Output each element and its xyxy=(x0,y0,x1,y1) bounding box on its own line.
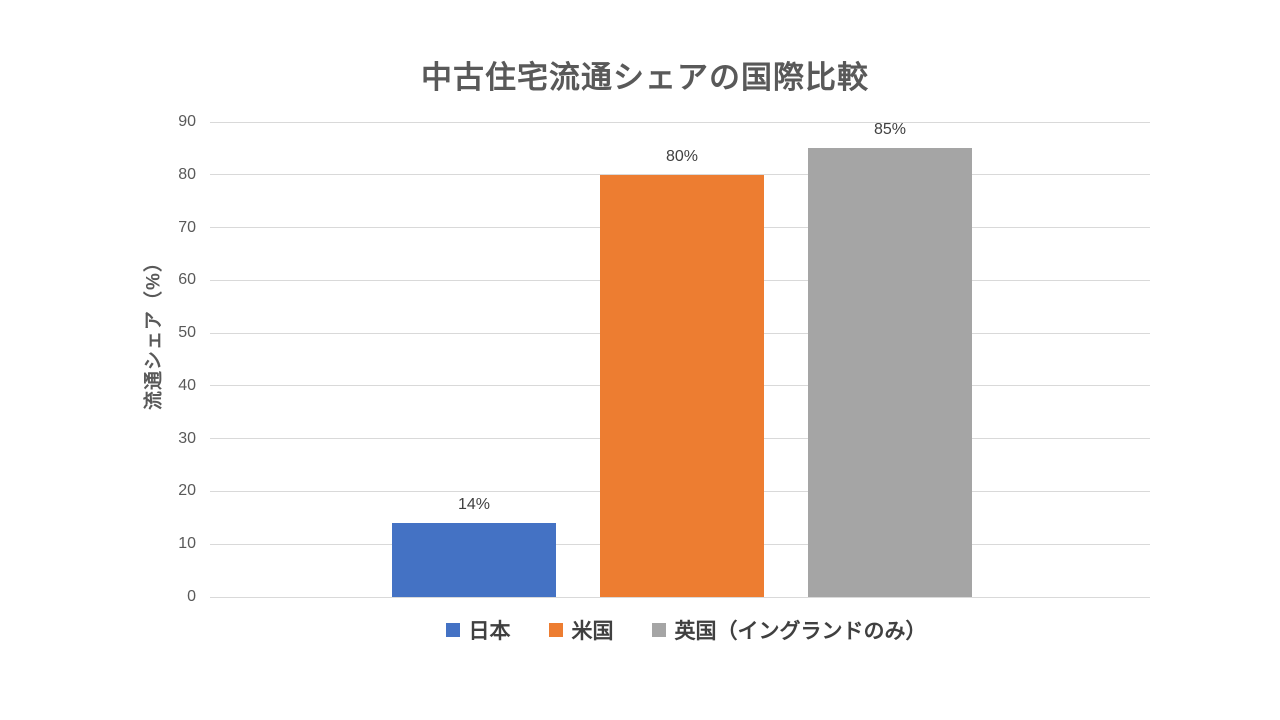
legend-item-uk-england-only: 英国（イングランドのみ） xyxy=(651,615,927,645)
chart-title: 中古住宅流通シェアの国際比較 xyxy=(421,60,869,95)
legend: 日本 米国 英国（イングランドのみ） xyxy=(210,615,1162,645)
legend-swatch-uk-england-only xyxy=(651,623,666,637)
bar-usa xyxy=(600,174,764,597)
y-tick-label-30: 30 xyxy=(178,429,196,447)
gridline-0 xyxy=(210,596,1150,598)
y-tick-label-60: 60 xyxy=(178,271,196,289)
legend-label-usa: 米国 xyxy=(571,620,614,643)
legend-swatch-usa xyxy=(548,623,563,637)
bar-japan xyxy=(392,523,556,597)
data-label-uk-england-only: 85% xyxy=(873,121,907,139)
y-tick-label-80: 80 xyxy=(178,165,196,183)
y-tick-label-0: 0 xyxy=(187,588,196,605)
y-tick-label-40: 40 xyxy=(178,376,196,394)
y-tick-label-70: 70 xyxy=(178,218,196,236)
y-tick-label-20: 20 xyxy=(178,482,196,500)
gridline-90 xyxy=(210,121,1150,123)
legend-label-japan: 日本 xyxy=(468,620,511,643)
data-label-japan: 14% xyxy=(457,496,491,514)
legend-item-usa: 米国 xyxy=(548,615,614,645)
data-label-usa: 80% xyxy=(665,147,699,165)
bar-uk-england-only xyxy=(808,148,972,597)
y-tick-label-10: 10 xyxy=(178,535,196,553)
legend-label-uk-england-only: 英国（イングランドのみ） xyxy=(674,620,927,643)
y-tick-label-50: 50 xyxy=(178,324,196,342)
legend-item-japan: 日本 xyxy=(445,615,511,645)
y-tick-label-90: 90 xyxy=(178,113,196,130)
legend-swatch-japan xyxy=(445,623,460,637)
